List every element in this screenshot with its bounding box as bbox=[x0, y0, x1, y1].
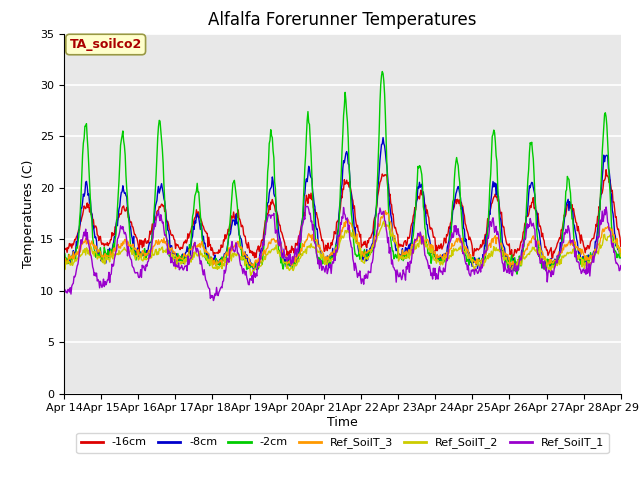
-8cm bbox=[428, 248, 435, 254]
Ref_SoilT_2 bbox=[214, 266, 221, 272]
-8cm bbox=[214, 262, 221, 267]
-8cm bbox=[411, 211, 419, 216]
Ref_SoilT_2 bbox=[60, 255, 68, 261]
Line: Ref_SoilT_3: Ref_SoilT_3 bbox=[64, 211, 621, 268]
Ref_SoilT_2 bbox=[380, 218, 388, 224]
Line: Ref_SoilT_1: Ref_SoilT_1 bbox=[64, 206, 621, 300]
-8cm bbox=[617, 255, 625, 261]
Ref_SoilT_3 bbox=[617, 250, 625, 256]
Title: Alfalfa Forerunner Temperatures: Alfalfa Forerunner Temperatures bbox=[208, 11, 477, 29]
-2cm bbox=[378, 69, 386, 74]
-16cm bbox=[602, 167, 610, 173]
-16cm bbox=[127, 219, 135, 225]
-16cm bbox=[70, 239, 78, 245]
Ref_SoilT_2 bbox=[184, 256, 192, 262]
Ref_SoilT_2 bbox=[428, 246, 436, 252]
Line: -16cm: -16cm bbox=[64, 170, 621, 260]
X-axis label: Time: Time bbox=[327, 416, 358, 429]
Ref_SoilT_1 bbox=[428, 270, 436, 276]
-8cm bbox=[60, 257, 68, 263]
Legend: -16cm, -8cm, -2cm, Ref_SoilT_3, Ref_SoilT_2, Ref_SoilT_1: -16cm, -8cm, -2cm, Ref_SoilT_3, Ref_Soil… bbox=[76, 433, 609, 453]
-16cm bbox=[184, 231, 192, 237]
Y-axis label: Temperatures (C): Temperatures (C) bbox=[22, 159, 35, 268]
-16cm bbox=[60, 246, 68, 252]
Ref_SoilT_3 bbox=[381, 208, 389, 214]
-8cm bbox=[508, 268, 515, 274]
Ref_SoilT_1 bbox=[70, 274, 78, 279]
-2cm bbox=[411, 215, 419, 221]
-2cm bbox=[127, 247, 135, 252]
Ref_SoilT_2 bbox=[127, 247, 135, 253]
Ref_SoilT_1 bbox=[412, 237, 419, 243]
Ref_SoilT_1 bbox=[617, 263, 625, 268]
-2cm bbox=[428, 261, 435, 266]
Line: -8cm: -8cm bbox=[64, 138, 621, 271]
Line: -2cm: -2cm bbox=[64, 72, 621, 274]
Ref_SoilT_3 bbox=[250, 265, 257, 271]
Ref_SoilT_1 bbox=[60, 288, 68, 294]
-16cm bbox=[509, 257, 516, 263]
Ref_SoilT_1 bbox=[127, 257, 135, 263]
Ref_SoilT_3 bbox=[214, 261, 221, 267]
Ref_SoilT_2 bbox=[412, 246, 419, 252]
Ref_SoilT_1 bbox=[214, 293, 222, 299]
-8cm bbox=[380, 135, 387, 141]
Ref_SoilT_3 bbox=[428, 247, 436, 252]
Ref_SoilT_3 bbox=[70, 256, 78, 262]
-16cm bbox=[617, 243, 625, 249]
Ref_SoilT_3 bbox=[60, 260, 68, 266]
Ref_SoilT_3 bbox=[127, 244, 135, 250]
Ref_SoilT_1 bbox=[303, 204, 311, 209]
-2cm bbox=[60, 259, 68, 265]
-2cm bbox=[70, 256, 78, 262]
-8cm bbox=[184, 249, 192, 254]
Ref_SoilT_1 bbox=[184, 253, 192, 259]
Line: Ref_SoilT_2: Ref_SoilT_2 bbox=[64, 221, 621, 276]
-8cm bbox=[70, 251, 78, 256]
-2cm bbox=[184, 252, 192, 258]
Ref_SoilT_2 bbox=[247, 273, 255, 278]
-2cm bbox=[214, 258, 221, 264]
-16cm bbox=[410, 211, 418, 217]
-2cm bbox=[617, 249, 625, 255]
Ref_SoilT_3 bbox=[412, 240, 419, 245]
Text: TA_soilco2: TA_soilco2 bbox=[70, 38, 142, 51]
-16cm bbox=[426, 227, 434, 232]
Ref_SoilT_2 bbox=[70, 259, 78, 265]
Ref_SoilT_1 bbox=[210, 298, 218, 303]
-2cm bbox=[513, 271, 521, 277]
Ref_SoilT_3 bbox=[184, 252, 192, 258]
Ref_SoilT_2 bbox=[617, 253, 625, 259]
-8cm bbox=[127, 232, 135, 238]
-16cm bbox=[214, 250, 221, 255]
